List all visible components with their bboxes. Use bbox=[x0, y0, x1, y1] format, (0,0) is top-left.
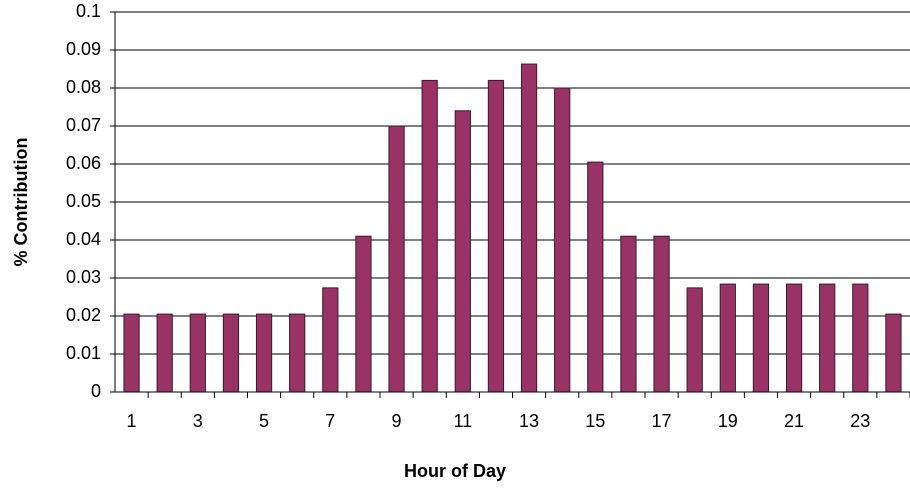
bar bbox=[255, 313, 273, 393]
bar bbox=[819, 283, 836, 393]
x-tick-label: 13 bbox=[519, 411, 539, 431]
bar bbox=[454, 110, 471, 393]
y-tick-label: 0.06 bbox=[66, 153, 101, 173]
x-tick-label: 7 bbox=[325, 411, 335, 431]
bar bbox=[752, 283, 770, 393]
y-tick-label: 0.05 bbox=[66, 191, 101, 211]
x-tick-label: 11 bbox=[453, 411, 472, 431]
x-tick-label: 1 bbox=[127, 411, 137, 431]
bar bbox=[587, 161, 604, 393]
x-tick-label: 19 bbox=[718, 411, 738, 431]
x-tick-label: 23 bbox=[850, 411, 870, 431]
x-tick-label: 5 bbox=[259, 411, 269, 431]
bar bbox=[421, 79, 438, 393]
bar bbox=[487, 79, 505, 393]
bar bbox=[355, 235, 372, 393]
x-tick-label: 15 bbox=[585, 411, 605, 431]
y-tick-label: 0 bbox=[91, 381, 101, 401]
x-tick-label: 9 bbox=[392, 411, 402, 431]
bar bbox=[653, 235, 670, 393]
bar bbox=[785, 283, 803, 393]
bar bbox=[520, 63, 538, 393]
bar bbox=[123, 313, 140, 393]
bar bbox=[289, 313, 306, 393]
x-tick-label: 3 bbox=[193, 411, 203, 431]
y-axis-title: % Contribution bbox=[11, 138, 31, 267]
bar bbox=[222, 313, 240, 393]
bar bbox=[620, 235, 637, 393]
bar bbox=[885, 313, 902, 393]
y-tick-label: 0.03 bbox=[66, 267, 101, 287]
y-tick-label: 0.08 bbox=[66, 77, 101, 97]
y-tick-label: 0.09 bbox=[66, 39, 101, 59]
bar bbox=[554, 87, 571, 393]
y-tick-label: 0.04 bbox=[66, 229, 101, 249]
x-axis-title: Hour of Day bbox=[404, 461, 506, 481]
bar bbox=[189, 313, 206, 393]
x-tick-label: 21 bbox=[784, 411, 804, 431]
bar bbox=[388, 125, 405, 393]
y-tick-label: 0.07 bbox=[66, 115, 101, 135]
bar bbox=[156, 313, 173, 393]
bar bbox=[852, 283, 869, 393]
bar bbox=[719, 283, 736, 393]
bar bbox=[322, 287, 339, 393]
y-tick-label: 0.02 bbox=[66, 305, 101, 325]
y-tick-label: 0.01 bbox=[66, 343, 101, 363]
y-tick-label: 0.1 bbox=[76, 1, 101, 21]
x-tick-label: 17 bbox=[652, 411, 672, 431]
bar bbox=[686, 287, 703, 393]
